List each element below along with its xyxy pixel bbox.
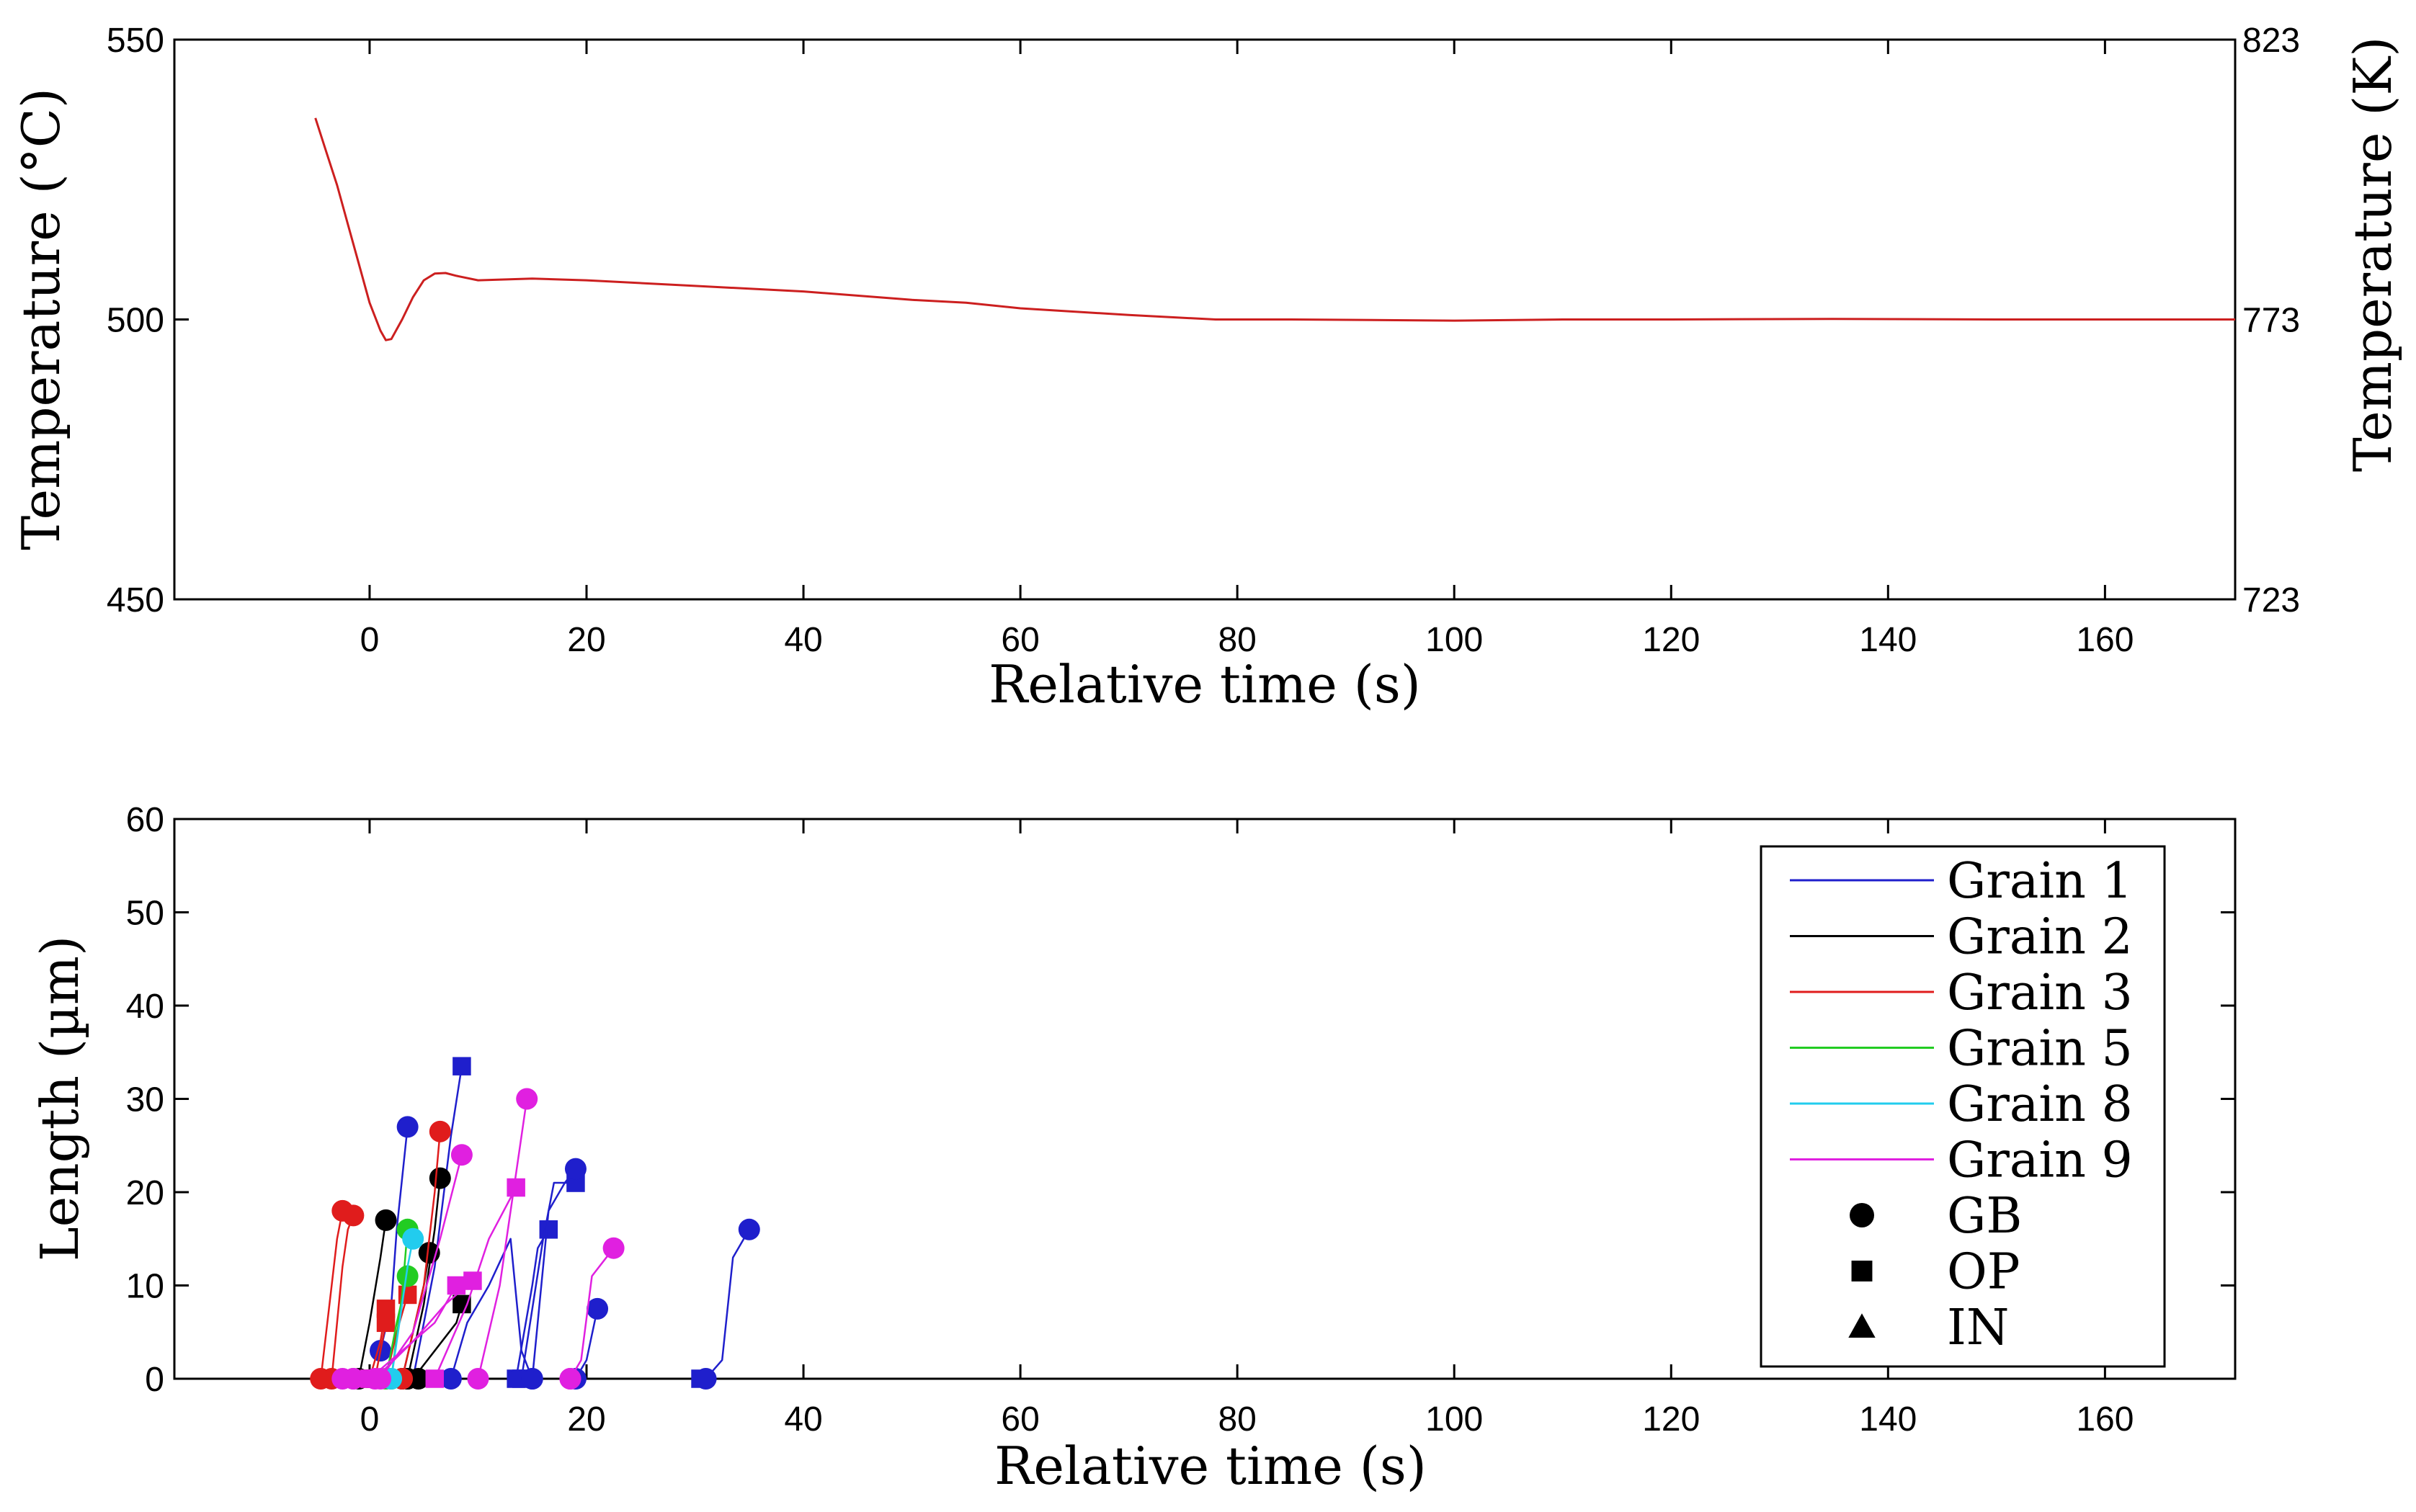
series-line-grain-1: [411, 1066, 463, 1379]
x-tick-label: 0: [360, 1400, 380, 1439]
legend-label: Grain 1: [1947, 853, 2133, 910]
series-line-grain-9: [477, 1099, 528, 1379]
x-tick-label: 60: [1001, 1400, 1039, 1439]
x-tick-label: 140: [1859, 621, 1917, 659]
y2-tick-label: 723: [2242, 581, 2300, 619]
x-tick-label: 20: [567, 621, 605, 659]
data-point-start-grain-1: [521, 1368, 543, 1390]
legend-marker-square: [1851, 1261, 1873, 1281]
temperature-panel: 0 20 40 60 80 100 120 140 160450500550723773823 …: [11, 22, 2403, 715]
legend-label: IN: [1947, 1299, 2009, 1356]
x-tick-label: 100: [1425, 1400, 1483, 1439]
series-line-temperature: [314, 117, 2235, 341]
length-y-axis-title: Length (µm): [30, 936, 90, 1261]
data-point-end-grain-3: [376, 1313, 396, 1333]
y-tick-label: 20: [126, 1174, 164, 1212]
data-point-start-grain-9: [467, 1368, 489, 1390]
x-tick-label: 160: [2076, 621, 2134, 659]
data-point-end-grain-8: [402, 1227, 424, 1250]
y-tick-label: 40: [126, 988, 164, 1026]
y-tick-label: 50: [126, 895, 164, 933]
data-point-end-grain-9: [507, 1178, 525, 1197]
series-line-grain-1: [705, 1229, 750, 1379]
y2-tick-label: 823: [2242, 22, 2300, 60]
x-tick-label: 40: [784, 621, 822, 659]
data-point-end-grain-1: [738, 1218, 760, 1240]
series-line-grain-3: [319, 1210, 344, 1379]
series-line-grain-1: [450, 1238, 533, 1379]
series-line-grain-8: [390, 1238, 414, 1379]
legend-label: OP: [1947, 1244, 2020, 1301]
x-tick-label: 120: [1642, 621, 1700, 659]
x-tick-label: 80: [1218, 621, 1256, 659]
x-tick-label: 20: [567, 1400, 605, 1439]
series-line-grain-2: [357, 1220, 387, 1379]
data-point-end-grain-2: [407, 1368, 429, 1390]
legend-box: [1760, 845, 2166, 1368]
x-tick-label: 40: [784, 1400, 822, 1439]
temperature-series: [314, 117, 2235, 341]
temperature-ticks: 0 20 40 60 80 100 120 140 160 450 500 550 723 773 823: [107, 22, 2300, 659]
data-point-end-grain-1: [453, 1057, 471, 1075]
data-point-start-grain-9: [342, 1368, 365, 1390]
data-point-start-grain-1: [695, 1368, 717, 1390]
data-point-end-grain-2: [429, 1167, 451, 1189]
legend-label: Grain 2: [1947, 909, 2133, 966]
legend-label: GB: [1947, 1188, 2022, 1245]
temperature-x-axis-title: Relative time (s): [989, 654, 1421, 715]
data-point-end-grain-1: [539, 1220, 558, 1239]
x-tick-label: 120: [1642, 1400, 1700, 1439]
y-tick-label: 60: [126, 801, 164, 839]
data-point-end-grain-3: [429, 1120, 451, 1142]
length-ticks: 0 20 40 60 80 100 120 140 160 0 10 20 30 40 50 60: [126, 801, 2235, 1439]
y-tick-label: 10: [126, 1268, 164, 1306]
data-point-end-grain-2: [375, 1209, 397, 1231]
x-tick-label: 60: [1001, 621, 1039, 659]
series-line-grain-3: [331, 1214, 355, 1379]
data-point-end-grain-9: [447, 1276, 466, 1295]
data-point-end-grain-1: [396, 1116, 419, 1138]
data-point-start-grain-1: [440, 1368, 462, 1390]
data-point-end-grain-1: [587, 1297, 609, 1320]
series-line-grain-9: [379, 1154, 463, 1379]
length-x-axis-title: Relative time (s): [994, 1436, 1427, 1496]
data-point-start-grain-9: [559, 1368, 581, 1390]
legend-marker-circle: [1850, 1203, 1874, 1227]
data-point-end-grain-5: [396, 1265, 419, 1287]
data-point-end-grain-9: [602, 1237, 625, 1259]
data-point-end-grain-2: [453, 1294, 471, 1314]
data-point-start-grain-9: [370, 1368, 391, 1390]
x-tick-label: 80: [1218, 1400, 1256, 1439]
legend-marker-triangle: [1848, 1313, 1876, 1338]
x-tick-label: 0: [360, 621, 380, 659]
temperature-y2-axis-title: Temperature (K): [2343, 37, 2403, 473]
x-tick-label: 160: [2076, 1400, 2134, 1439]
y2-tick-label: 773: [2242, 302, 2300, 340]
legend-label: Grain 8: [1947, 1076, 2133, 1133]
y-tick-label: 450: [107, 581, 164, 619]
y-tick-label: 0: [145, 1361, 164, 1399]
x-tick-label: 100: [1425, 621, 1483, 659]
series-line-grain-2: [412, 1304, 463, 1379]
series-line-grain-1: [531, 1168, 576, 1379]
temperature-y-axis-title: Temperature (°C): [11, 88, 71, 550]
data-point-end-grain-9: [516, 1088, 538, 1110]
series-line-grain-2: [406, 1178, 442, 1379]
data-point-end-grain-1: [564, 1158, 587, 1180]
x-tick-label: 140: [1859, 1400, 1917, 1439]
length-series: [310, 1057, 760, 1390]
legend-label: Grain 5: [1947, 1021, 2133, 1078]
legend-label: Grain 9: [1947, 1132, 2133, 1189]
series-line-grain-9: [434, 1186, 517, 1379]
length-panel: 0 20 40 60 80 100 120 140 160 0 10 20 30 40 50 60 Relat…: [30, 801, 2237, 1496]
data-point-end-grain-9: [450, 1144, 473, 1166]
y-tick-label: 30: [126, 1081, 164, 1119]
data-point-end-grain-3: [342, 1204, 365, 1227]
y-tick-label: 500: [107, 302, 164, 340]
data-point-start-grain-9: [425, 1369, 445, 1388]
legend-label: Grain 3: [1947, 965, 2133, 1021]
y-tick-label: 550: [107, 22, 164, 60]
